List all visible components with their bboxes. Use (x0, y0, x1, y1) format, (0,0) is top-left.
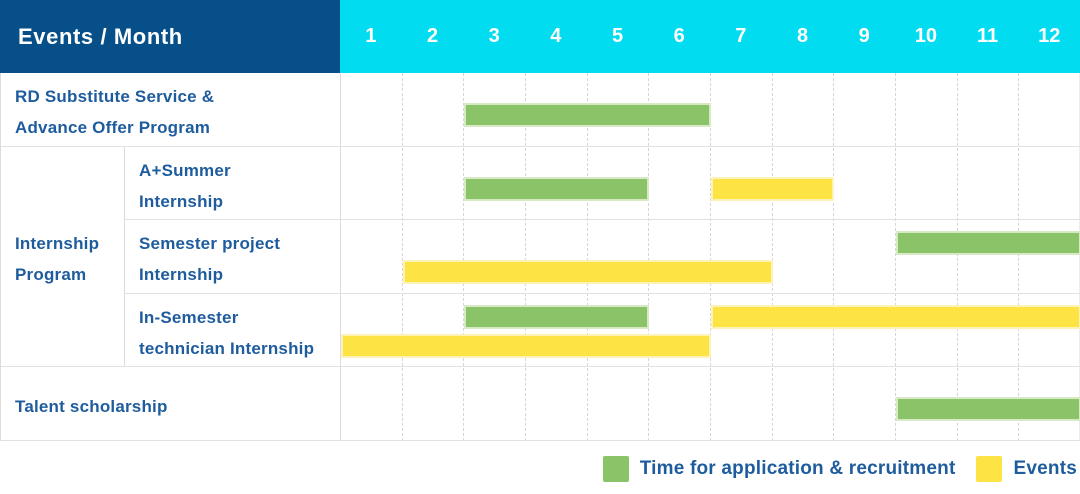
row-chart-area (341, 367, 1080, 441)
month-gridline (710, 73, 711, 441)
legend-swatch-yellow-icon (976, 456, 1003, 482)
row-label-line: Internship (139, 265, 224, 285)
month-label: 8 (796, 25, 809, 47)
row-label: Semester project Internship (125, 220, 341, 294)
month-label: 12 (1038, 25, 1061, 47)
month-label: 9 (858, 25, 870, 47)
row-label-line: RD Substitute Service & (15, 87, 215, 107)
month-gridline (463, 73, 465, 441)
month-gridline (771, 73, 773, 441)
month-label: 11 (976, 25, 999, 47)
month-label: 3 (488, 25, 500, 47)
row-label: RD Substitute Service & Advance Offer Pro… (1, 73, 341, 147)
legend-label: Events (1013, 458, 1077, 479)
gantt-bar-green (896, 397, 1080, 422)
legend-label: Time for application & recruitment (639, 458, 956, 479)
group-label: Internship Program (1, 146, 125, 368)
gantt-bar-green (464, 304, 650, 329)
gantt-bar-yellow (341, 333, 711, 358)
legend-item: Events (976, 456, 1077, 482)
row-chart-area (341, 294, 1080, 368)
row-label-line: Talent scholarship (15, 397, 168, 417)
month-gridline (895, 73, 896, 441)
month-label: 2 (426, 25, 439, 47)
row-chart-area (341, 73, 1080, 147)
row-label-line: Semester project (139, 234, 281, 254)
month-gridline (1018, 73, 1020, 441)
month-gridline (586, 73, 588, 441)
gantt-bar-green (464, 176, 650, 201)
gantt-bar-yellow (711, 304, 1080, 329)
row-label: Talent scholarship (1, 367, 341, 441)
month-label: 6 (673, 25, 685, 47)
legend-item: Time for application & recruitment (602, 456, 956, 482)
row-label-line: Internship (139, 191, 224, 211)
row-label: A+Summer Internship (125, 146, 341, 221)
schedule-body: RD Substitute Service & Advance Offer Pro… (0, 73, 1080, 441)
row-label-line: A+Summer (139, 160, 231, 180)
month-gridlines (340, 73, 1080, 441)
month-label: 10 (914, 25, 937, 47)
row-label-line: Internship (15, 234, 100, 254)
month-header-row: 1 2 3 4 5 6 7 8 9 10 11 12 (340, 0, 1080, 73)
month-gridline (956, 73, 958, 441)
month-gridline (525, 73, 526, 441)
gantt-bar-green (896, 231, 1080, 256)
row-label: In-Semester technician Internship (125, 293, 341, 368)
row-label-line: Advance Offer Program (15, 118, 211, 138)
row-label-line: technician Internship (139, 339, 315, 359)
month-label: 4 (550, 25, 562, 47)
gantt-bar-yellow (402, 260, 773, 285)
gantt-bar-yellow (711, 176, 835, 201)
gantt-bar-green (464, 103, 711, 127)
row-label-line: Program (15, 265, 87, 285)
month-gridline (648, 73, 650, 441)
month-label: 1 (365, 25, 377, 47)
legend-swatch-green-icon (602, 456, 629, 482)
month-gridline (401, 73, 403, 441)
month-label: 5 (611, 25, 624, 47)
month-label: 7 (735, 25, 747, 47)
legend: Time for application & recruitment Events (602, 446, 1077, 492)
row-chart-area (341, 147, 1080, 221)
table-corner-header: Events / Month (0, 0, 340, 73)
row-chart-area (341, 220, 1080, 294)
events-month-title: Events / Month (18, 23, 183, 49)
month-gridline (833, 73, 835, 441)
row-label-line: In-Semester (139, 308, 239, 328)
